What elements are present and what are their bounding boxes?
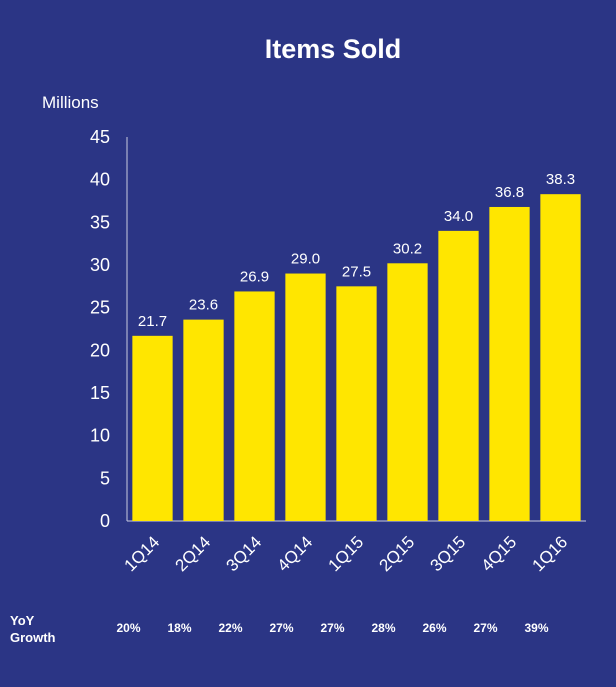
data-labels: 21.7 23.6 26.9 29.0 27.5 30.2 34.0 36.8 38.3 [138,171,575,330]
yoy-growth-value: 39% [524,621,548,635]
bar-3Q14 [234,291,275,521]
x-tick-label: 3Q15 [426,532,469,575]
data-label: 34.0 [444,208,473,225]
data-label: 36.8 [495,184,524,201]
bar-1Q16 [540,194,581,521]
x-tick-label: 2Q14 [171,532,214,575]
chart-title: Items Sold [265,34,402,64]
bar-1Q14 [132,335,173,521]
yoy-growth-value: 27% [473,621,497,635]
yoy-growth-value: 28% [371,621,395,635]
data-label: 29.0 [291,251,320,268]
yoy-growth-value: 26% [422,621,446,635]
bar-2Q15 [387,263,428,521]
yoy-growth-value: 27% [269,621,293,635]
bars [132,194,581,521]
bar-4Q15 [489,206,530,521]
y-tick-label: 5 [100,468,110,488]
bar-1Q15 [336,286,377,521]
x-tick-label: 3Q14 [222,532,265,575]
data-label: 21.7 [138,313,167,330]
yoy-growth-value: 22% [218,621,242,635]
bar-3Q15 [438,230,479,521]
data-label: 27.5 [342,263,371,280]
yoy-label-line1: YoY [10,613,35,628]
data-label: 23.6 [189,297,218,314]
y-tick-label: 15 [90,383,110,403]
y-axis-label: Millions [42,93,99,112]
bar-4Q14 [285,273,326,521]
yoy-growth-value: 18% [167,621,191,635]
x-tick-label: 1Q16 [528,532,571,575]
y-tick-labels: 0 5 10 15 20 25 30 35 40 45 [90,127,110,531]
bar-2Q14 [183,319,224,521]
y-tick-label: 45 [90,127,110,147]
y-tick-label: 20 [90,340,110,360]
yoy-growth-value: 20% [116,621,140,635]
data-label: 26.9 [240,268,269,285]
yoy-growth-values: 20% 18% 22% 27% 27% 28% 26% 27% 39% [116,621,548,635]
x-tick-label: 4Q15 [477,532,520,575]
yoy-growth-value: 27% [320,621,344,635]
y-tick-label: 35 [90,212,110,232]
y-tick-label: 30 [90,255,110,275]
yoy-label-line2: Growth [10,630,56,645]
data-label: 30.2 [393,240,422,257]
x-tick-label: 1Q14 [120,532,163,575]
x-tick-labels: 1Q14 2Q14 3Q14 4Q14 1Q15 2Q15 3Q15 4Q15 1Q16 [120,532,571,575]
x-tick-label: 2Q15 [375,532,418,575]
y-tick-label: 10 [90,426,110,446]
x-tick-label: 1Q15 [324,532,367,575]
x-tick-label: 4Q14 [273,532,316,575]
data-label: 38.3 [546,171,575,188]
y-tick-label: 0 [100,511,110,531]
y-tick-label: 25 [90,298,110,318]
y-tick-label: 40 [90,170,110,190]
